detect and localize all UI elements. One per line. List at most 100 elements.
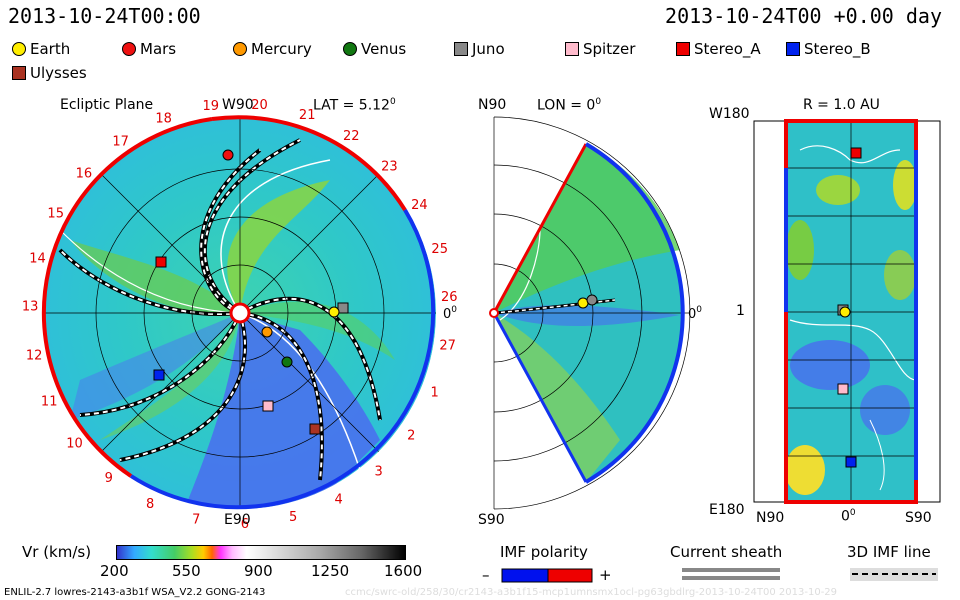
carrington-tick-label: 22 (343, 129, 360, 144)
mars-marker (222, 149, 234, 161)
meridional-plot: 00 (489, 116, 702, 510)
colorbar-tick: 1600 (384, 562, 423, 580)
carrington-tick-label: 20 (251, 98, 268, 113)
legend-label: Mars (140, 40, 177, 58)
legend-mars: Mars (122, 40, 176, 58)
legend-stereo-a: Stereo_A (676, 40, 761, 58)
carrington-tick-label: 3 (375, 465, 383, 480)
ulysses-marker-icon (12, 66, 26, 80)
legend-venus: Venus (343, 40, 406, 58)
map-x-left: N90 (756, 510, 785, 526)
legend-earth: Earth (12, 40, 70, 58)
legend-label: Mercury (251, 40, 312, 58)
footer-model-info: ENLIL-2.7 lowres-2143-a3b1f WSA_V2.2 GON… (4, 587, 266, 598)
carrington-tick-label: 15 (47, 206, 64, 221)
stereo-a-marker-icon (676, 42, 690, 56)
carrington-tick-label: 23 (381, 159, 398, 174)
ecliptic-bottom-label: E90 (224, 512, 251, 528)
timestamp: 2013-10-24T00:00 (8, 4, 201, 28)
carrington-tick-label: 12 (26, 348, 43, 363)
carrington-tick-label: 8 (146, 497, 154, 512)
ecliptic-top-label: W90 (222, 97, 254, 113)
carrington-ticks: 19 20212223242526271234567891011121314151… (22, 98, 458, 532)
meridional-top-label: N90 (478, 97, 507, 113)
map-x-mid-degree: 0 (849, 508, 856, 518)
lon-value: LON = 0 (537, 97, 596, 114)
meridional-bottom-label: S90 (478, 512, 505, 528)
footer-run-id: ccmc/swrc-old/258/30/cr2143-a3b1f15-mcp1… (345, 587, 838, 598)
spitzer-marker (262, 400, 274, 412)
legend-label: Spitzer (583, 40, 636, 58)
ecliptic-lat: LAT = 5.120 (313, 97, 396, 114)
colorbar-tick: 200 (100, 562, 129, 580)
legend-label: Stereo_A (694, 40, 761, 58)
colorbar-label: Vr (km/s) (22, 543, 92, 561)
legend-ulysses: Ulysses (12, 64, 87, 82)
meridional-lon: LON = 00 (537, 97, 601, 114)
map-x-right: S90 (905, 510, 932, 526)
legend-label: Earth (30, 40, 71, 58)
spitzer-marker-icon (565, 42, 579, 56)
imf-polarity-label: IMF polarity (500, 543, 588, 561)
map-x-mid-value: 0 (841, 508, 850, 525)
sun-icon (229, 302, 251, 324)
carrington-tick-label: 16 (76, 167, 93, 182)
earth-marker-icon (12, 42, 26, 56)
lon-degree: 0 (595, 97, 602, 107)
venus-marker-icon (343, 42, 357, 56)
ecliptic-title: Ecliptic Plane (60, 97, 154, 113)
carrington-tick-label: 18 (155, 111, 172, 126)
imf-minus: – (482, 566, 490, 584)
carrington-tick-label: 5 (289, 510, 297, 525)
elapsed-time: 2013-10-24T00 +0.00 day (665, 4, 942, 28)
au-map-plot (753, 119, 941, 504)
legend-label: Stereo_B (804, 40, 871, 58)
colorbar-tick: 550 (172, 562, 201, 580)
lat-value: LAT = 5.12 (313, 97, 390, 114)
carrington-tick-label: 1 (431, 386, 439, 401)
carrington-tick-label: 11 (41, 395, 58, 410)
juno-marker (337, 302, 349, 314)
stereo-b-marker-icon (786, 42, 800, 56)
earth-marker-meridional (577, 297, 589, 309)
juno-marker-meridional (586, 294, 598, 306)
lat-degree: 0 (389, 97, 396, 107)
spitzer-marker-map (837, 383, 849, 395)
juno-marker-icon (454, 42, 468, 56)
ulysses-marker (309, 423, 321, 435)
imf-line-label: 3D IMF line (847, 543, 931, 561)
carrington-tick-label: 9 (105, 471, 113, 486)
mercury-marker (261, 326, 273, 338)
map-title: R = 1.0 AU (803, 97, 880, 113)
carrington-tick-label: 2 (407, 428, 415, 443)
carrington-tick-label: 4 (334, 492, 342, 507)
carrington-tick-label: 10 (66, 436, 83, 451)
carrington-tick-label: 14 (29, 252, 46, 267)
earth-marker (328, 306, 340, 318)
carrington-tick-label: 24 (411, 198, 428, 213)
current-sheath-swatch (682, 568, 780, 580)
stereo-b-marker-map (845, 456, 857, 468)
imf-plus: + (599, 566, 612, 584)
imf-positive-swatch (547, 568, 593, 583)
velocity-colorbar (116, 545, 406, 560)
map-y-mid: 1 (736, 303, 745, 319)
map-y-bottom: E180 (709, 502, 745, 518)
map-y-top: W180 (709, 106, 750, 122)
stereo-a-marker-map (850, 147, 862, 159)
legend-label: Venus (361, 40, 407, 58)
carrington-tick-label: 19 (203, 99, 220, 114)
imf-line-swatch (850, 568, 938, 581)
imf-negative-swatch (501, 568, 549, 583)
colorbar-tick: 900 (244, 562, 273, 580)
legend-label: Juno (472, 40, 505, 58)
legend-spitzer: Spitzer (565, 40, 635, 58)
legend-label: Ulysses (30, 64, 87, 82)
stereo-b-marker (153, 369, 165, 381)
carrington-tick-label: 27 (439, 339, 456, 354)
carrington-tick-label: 17 (112, 134, 129, 149)
carrington-tick-label: 13 (22, 300, 39, 315)
ecliptic-right-label: 00 (443, 305, 457, 322)
legend-mercury: Mercury (233, 40, 312, 58)
